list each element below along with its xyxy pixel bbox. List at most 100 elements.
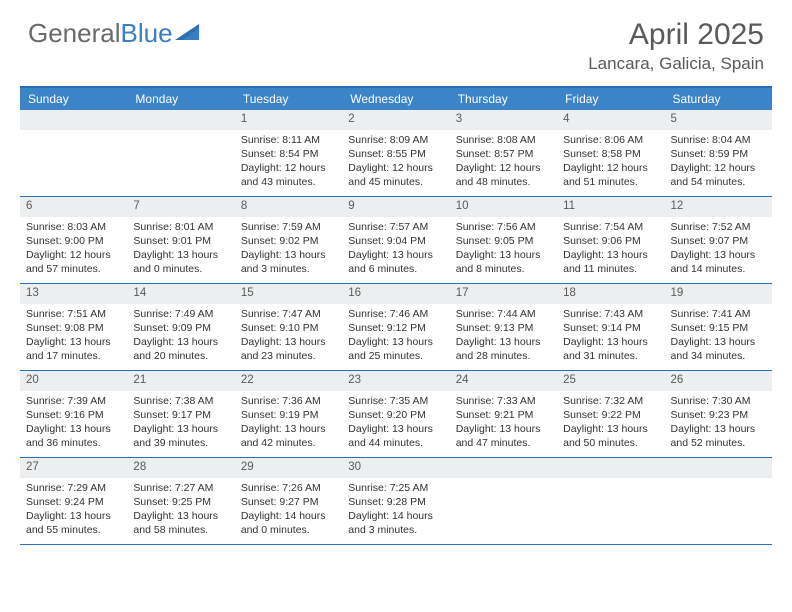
day-body: Sunrise: 7:47 AMSunset: 9:10 PMDaylight:… [235,304,342,368]
day-number: 21 [127,371,234,391]
sunrise-line: Sunrise: 7:30 AM [671,394,766,408]
sunrise-line: Sunrise: 7:36 AM [241,394,336,408]
sunset-line: Sunset: 9:16 PM [26,408,121,422]
day-cell: 25Sunrise: 7:32 AMSunset: 9:22 PMDayligh… [557,371,664,457]
day-body: Sunrise: 7:32 AMSunset: 9:22 PMDaylight:… [557,391,664,455]
logo-text-general: General [28,18,121,49]
daylight-line: Daylight: 12 hours and 45 minutes. [348,161,443,189]
sunset-line: Sunset: 8:54 PM [241,147,336,161]
daylight-line: Daylight: 13 hours and 47 minutes. [456,422,551,450]
day-number: 14 [127,284,234,304]
day-body: Sunrise: 7:59 AMSunset: 9:02 PMDaylight:… [235,217,342,281]
day-cell: 24Sunrise: 7:33 AMSunset: 9:21 PMDayligh… [450,371,557,457]
daylight-line: Daylight: 13 hours and 3 minutes. [241,248,336,276]
sunrise-line: Sunrise: 7:26 AM [241,481,336,495]
day-body: Sunrise: 7:51 AMSunset: 9:08 PMDaylight:… [20,304,127,368]
sunset-line: Sunset: 8:55 PM [348,147,443,161]
daylight-line: Daylight: 13 hours and 20 minutes. [133,335,228,363]
day-cell: 12Sunrise: 7:52 AMSunset: 9:07 PMDayligh… [665,197,772,283]
sunset-line: Sunset: 9:02 PM [241,234,336,248]
day-body: Sunrise: 7:25 AMSunset: 9:28 PMDaylight:… [342,478,449,542]
day-number: 24 [450,371,557,391]
sunset-line: Sunset: 9:06 PM [563,234,658,248]
day-cell [450,458,557,544]
daylight-line: Daylight: 13 hours and 44 minutes. [348,422,443,450]
day-cell: 22Sunrise: 7:36 AMSunset: 9:19 PMDayligh… [235,371,342,457]
sunset-line: Sunset: 9:20 PM [348,408,443,422]
sunrise-line: Sunrise: 7:38 AM [133,394,228,408]
day-number [127,110,234,130]
sunset-line: Sunset: 9:19 PM [241,408,336,422]
sunset-line: Sunset: 9:00 PM [26,234,121,248]
day-body: Sunrise: 8:01 AMSunset: 9:01 PMDaylight:… [127,217,234,281]
sunrise-line: Sunrise: 7:41 AM [671,307,766,321]
sunrise-line: Sunrise: 7:27 AM [133,481,228,495]
day-number: 18 [557,284,664,304]
day-body: Sunrise: 8:06 AMSunset: 8:58 PMDaylight:… [557,130,664,194]
daylight-line: Daylight: 13 hours and 42 minutes. [241,422,336,450]
location: Lancara, Galicia, Spain [588,54,764,74]
day-body: Sunrise: 7:33 AMSunset: 9:21 PMDaylight:… [450,391,557,455]
day-body: Sunrise: 8:09 AMSunset: 8:55 PMDaylight:… [342,130,449,194]
week-row: 1 Sunrise: 8:11 AMSunset: 8:54 PM Daylight… [20,110,772,197]
logo: GeneralBlue [28,18,201,49]
day-body: Sunrise: 7:57 AMSunset: 9:04 PMDaylight:… [342,217,449,281]
sunrise-line: Sunrise: 7:49 AM [133,307,228,321]
day-number: 2 [342,110,449,130]
day-body: Sunrise: 7:54 AMSunset: 9:06 PMDaylight:… [557,217,664,281]
weekday-header: Wednesday [342,88,449,110]
day-body: Sunrise: 7:38 AMSunset: 9:17 PMDaylight:… [127,391,234,455]
sunset-line: Sunset: 9:28 PM [348,495,443,509]
sunset-line: Sunset: 8:57 PM [456,147,551,161]
day-cell: 20Sunrise: 7:39 AMSunset: 9:16 PMDayligh… [20,371,127,457]
weekday-header: Saturday [665,88,772,110]
weekday-header: Sunday [20,88,127,110]
sunrise-line: Sunrise: 7:33 AM [456,394,551,408]
day-number: 17 [450,284,557,304]
day-cell: 9Sunrise: 7:57 AMSunset: 9:04 PMDaylight… [342,197,449,283]
day-cell: 4Sunrise: 8:06 AMSunset: 8:58 PMDaylight… [557,110,664,196]
day-cell: 18Sunrise: 7:43 AMSunset: 9:14 PMDayligh… [557,284,664,370]
day-body: Sunrise: 7:35 AMSunset: 9:20 PMDaylight:… [342,391,449,455]
sunrise-line: Sunrise: 7:52 AM [671,220,766,234]
day-cell: 8Sunrise: 7:59 AMSunset: 9:02 PMDaylight… [235,197,342,283]
day-cell: 16Sunrise: 7:46 AMSunset: 9:12 PMDayligh… [342,284,449,370]
sunset-line: Sunset: 9:10 PM [241,321,336,335]
day-number [450,458,557,478]
day-number: 8 [235,197,342,217]
daylight-line: Daylight: 12 hours and 48 minutes. [456,161,551,189]
logo-text-blue: Blue [121,18,173,49]
day-number: 10 [450,197,557,217]
day-body: Sunrise: 8:03 AMSunset: 9:00 PMDaylight:… [20,217,127,281]
day-number [665,458,772,478]
day-number: 13 [20,284,127,304]
sunrise-line: Sunrise: 7:56 AM [456,220,551,234]
sunset-line: Sunset: 9:12 PM [348,321,443,335]
sunrise-line: Sunrise: 7:25 AM [348,481,443,495]
sunset-line: Sunset: 9:21 PM [456,408,551,422]
month-year: April 2025 [588,18,764,52]
day-body: Sunrise: 7:43 AMSunset: 9:14 PMDaylight:… [557,304,664,368]
weekday-header-row: SundayMondayTuesdayWednesdayThursdayFrid… [20,88,772,110]
sunset-line: Sunset: 9:08 PM [26,321,121,335]
sunset-line: Sunset: 9:01 PM [133,234,228,248]
day-number: 15 [235,284,342,304]
day-body: Sunrise: 7:52 AMSunset: 9:07 PMDaylight:… [665,217,772,281]
day-number: 7 [127,197,234,217]
daylight-line: Daylight: 13 hours and 31 minutes. [563,335,658,363]
sunset-line: Sunset: 9:27 PM [241,495,336,509]
sunrise-line: Sunrise: 8:11 AM [241,133,336,147]
day-number: 3 [450,110,557,130]
sunrise-line: Sunrise: 7:44 AM [456,307,551,321]
sunset-line: Sunset: 9:25 PM [133,495,228,509]
daylight-line: Daylight: 13 hours and 36 minutes. [26,422,121,450]
day-number: 28 [127,458,234,478]
day-body: Sunrise: 7:49 AMSunset: 9:09 PMDaylight:… [127,304,234,368]
day-number: 1 [235,110,342,130]
daylight-line: Daylight: 14 hours and 3 minutes. [348,509,443,537]
daylight-line: Daylight: 13 hours and 0 minutes. [133,248,228,276]
day-cell: 11Sunrise: 7:54 AMSunset: 9:06 PMDayligh… [557,197,664,283]
sunset-line: Sunset: 9:13 PM [456,321,551,335]
day-cell [127,110,234,196]
daylight-line: Daylight: 13 hours and 23 minutes. [241,335,336,363]
